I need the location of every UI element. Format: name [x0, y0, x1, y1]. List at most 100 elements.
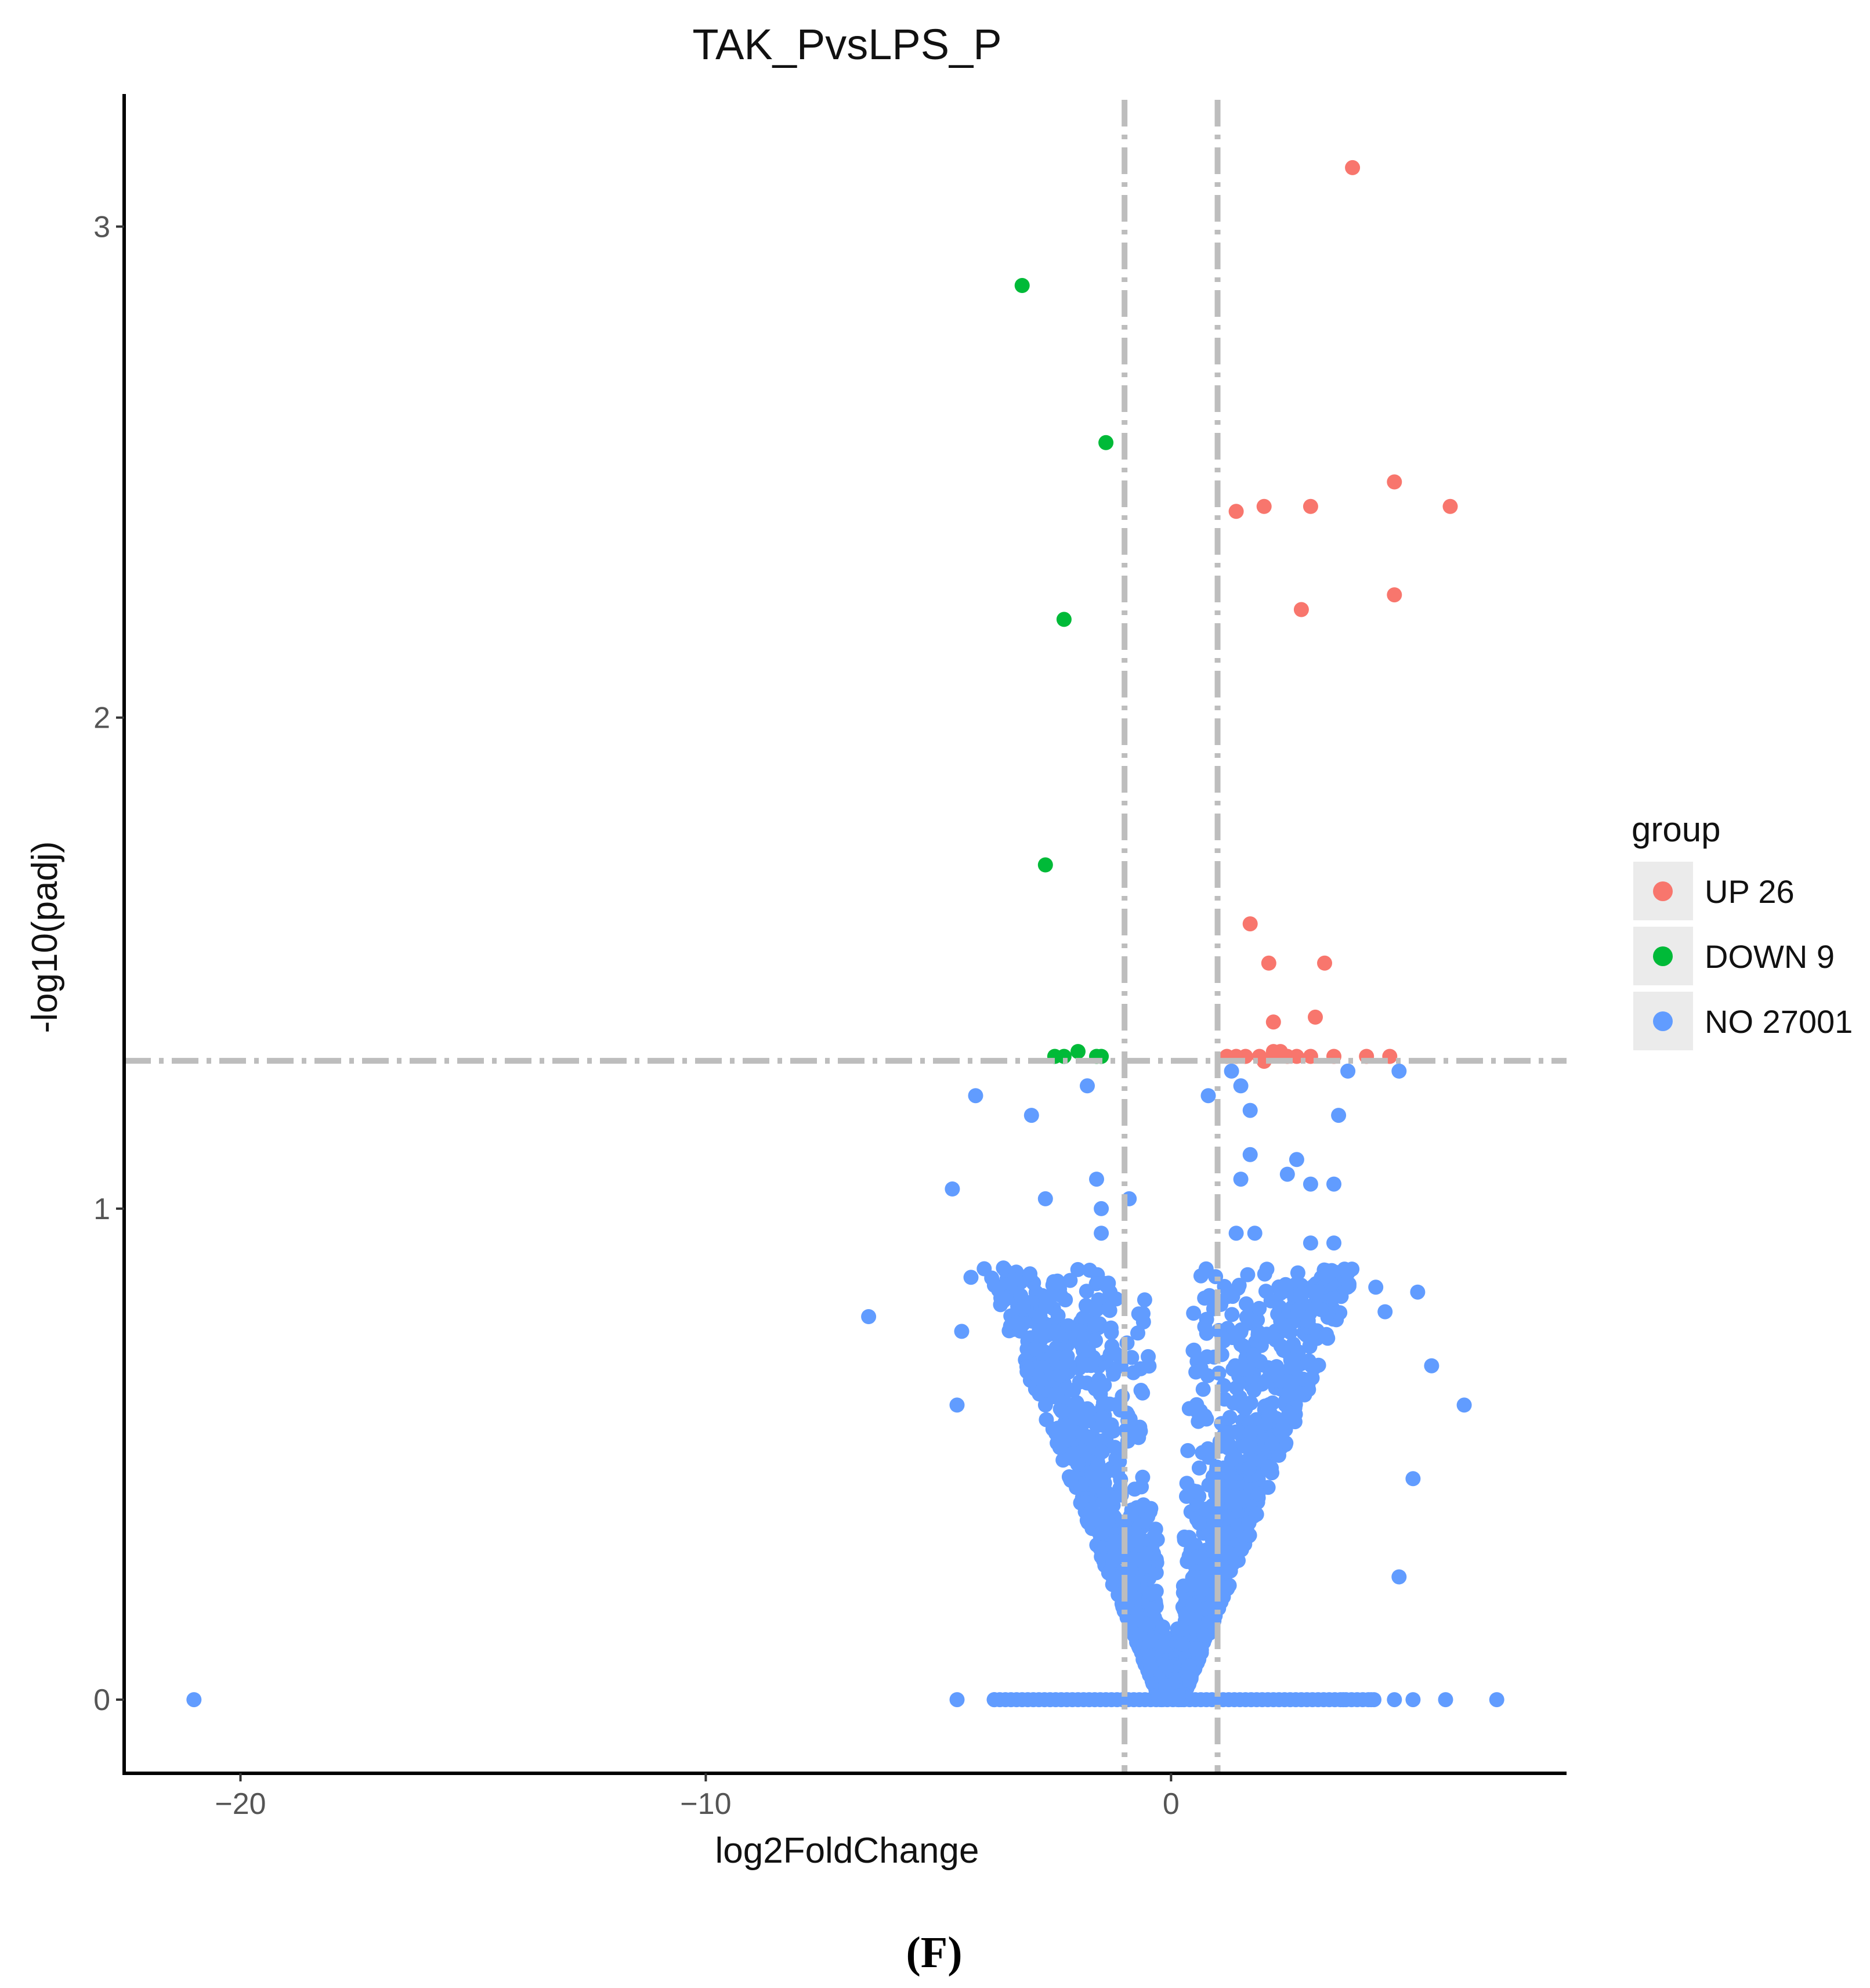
- up-point: [1293, 602, 1309, 617]
- no-point: [1146, 1528, 1162, 1544]
- down-point: [1098, 435, 1114, 450]
- up-point: [1256, 498, 1272, 514]
- no-point: [1072, 1374, 1087, 1390]
- no-point: [1222, 1546, 1238, 1562]
- up-point: [1345, 160, 1361, 175]
- no-point: [1054, 1403, 1069, 1419]
- up-point: [1308, 1009, 1323, 1025]
- up-point: [1387, 474, 1402, 490]
- no-point: [1117, 1516, 1133, 1531]
- no-point: [1084, 1465, 1100, 1480]
- no-point: [976, 1261, 992, 1277]
- no-point: [1028, 1341, 1043, 1357]
- no-point: [1391, 1569, 1407, 1585]
- no-point: [1263, 1293, 1279, 1309]
- no-point: [1089, 1512, 1105, 1527]
- no-point: [968, 1088, 983, 1104]
- no-point: [1242, 1527, 1257, 1543]
- no-point: [1239, 1309, 1254, 1325]
- no-point: [1391, 1063, 1407, 1079]
- no-point: [1181, 1552, 1196, 1567]
- y-tick-label: 1: [93, 1192, 110, 1226]
- no-point: [1155, 1619, 1171, 1635]
- no-point: [1405, 1692, 1421, 1708]
- no-point: [1141, 1358, 1157, 1374]
- no-point: [1257, 1266, 1272, 1282]
- x-axis-label: log2FoldChange: [715, 1831, 979, 1871]
- no-point: [1180, 1672, 1195, 1688]
- no-point: [1108, 1291, 1124, 1307]
- no-point: [1224, 1452, 1239, 1467]
- no-point: [1127, 1481, 1142, 1497]
- down-point: [1014, 278, 1030, 293]
- no-point: [1125, 1576, 1141, 1592]
- no-point: [1319, 1326, 1334, 1342]
- no-point: [1368, 1279, 1384, 1295]
- no-point: [1191, 1515, 1207, 1531]
- up-point: [1317, 955, 1332, 971]
- no-point: [1135, 1469, 1151, 1485]
- no-point: [1066, 1445, 1082, 1461]
- no-point: [1261, 1408, 1276, 1424]
- no-point: [1089, 1172, 1104, 1187]
- no-point: [1260, 1329, 1275, 1344]
- no-point: [1108, 1397, 1124, 1412]
- no-point: [1094, 1226, 1109, 1241]
- no-point: [1175, 1636, 1191, 1652]
- no-point: [1185, 1597, 1201, 1613]
- no-point: [1303, 1176, 1318, 1192]
- no-point: [1159, 1658, 1174, 1674]
- no-point: [1015, 1299, 1031, 1315]
- no-point: [1199, 1325, 1214, 1341]
- no-point: [1313, 1302, 1329, 1317]
- no-point: [1079, 1358, 1095, 1373]
- no-point: [1133, 1423, 1148, 1439]
- up-point: [1442, 498, 1458, 514]
- no-point: [1154, 1639, 1170, 1654]
- down-point: [1070, 1044, 1086, 1060]
- no-point: [1050, 1275, 1065, 1291]
- no-point: [1037, 1397, 1053, 1413]
- no-point: [1410, 1284, 1426, 1300]
- no-point: [1073, 1337, 1089, 1353]
- no-point: [1285, 1352, 1301, 1368]
- no-point: [1252, 1300, 1267, 1316]
- no-point: [1094, 1444, 1109, 1460]
- no-point: [1108, 1451, 1124, 1466]
- no-point: [1138, 1616, 1153, 1632]
- no-point: [1387, 1692, 1402, 1708]
- panel-label: (F): [906, 1928, 962, 1977]
- no-point: [1260, 1459, 1276, 1475]
- up-point: [1256, 1054, 1272, 1069]
- no-point: [1236, 1362, 1252, 1377]
- legend-label-down: DOWN 9: [1705, 938, 1835, 975]
- no-point: [1119, 1598, 1135, 1614]
- legend-label-no: NO 27001: [1705, 1003, 1853, 1040]
- no-point: [1071, 1323, 1087, 1338]
- no-point: [1336, 1692, 1351, 1708]
- no-point: [1224, 1063, 1239, 1079]
- no-point: [1088, 1381, 1103, 1397]
- no-point: [1319, 1268, 1334, 1284]
- no-point: [1022, 1266, 1038, 1282]
- legend-title: group: [1632, 810, 1720, 849]
- no-point: [1377, 1304, 1393, 1320]
- no-point: [1079, 1284, 1094, 1299]
- up-point: [1289, 1049, 1304, 1064]
- no-point: [945, 1181, 960, 1197]
- chart-title: TAK_PvsLPS_P: [692, 20, 1001, 68]
- no-point: [1241, 1515, 1257, 1531]
- no-point: [1269, 1359, 1285, 1375]
- no-point: [1341, 1276, 1357, 1292]
- no-point: [1200, 1088, 1216, 1104]
- no-point: [1200, 1368, 1216, 1383]
- no-point: [1087, 1317, 1103, 1332]
- no-point: [1070, 1262, 1086, 1277]
- no-point: [1079, 1299, 1094, 1314]
- no-point: [1264, 1435, 1280, 1451]
- no-point: [1130, 1325, 1145, 1341]
- legend: group UP 26 DOWN 9 NO 27001: [1632, 810, 1853, 1050]
- no-point: [1107, 1440, 1123, 1455]
- y-tick-label: 0: [93, 1683, 110, 1717]
